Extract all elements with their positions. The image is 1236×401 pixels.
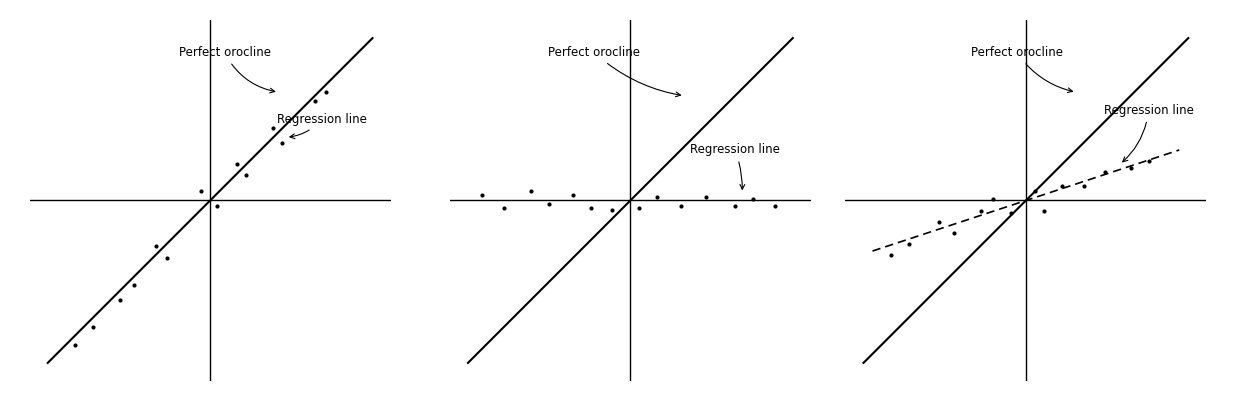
Text: Regression line: Regression line xyxy=(1104,104,1194,162)
Text: Perfect orocline: Perfect orocline xyxy=(970,46,1073,93)
Text: Perfect orocline: Perfect orocline xyxy=(549,46,681,97)
Text: Perfect orocline: Perfect orocline xyxy=(178,46,274,93)
Text: Regression line: Regression line xyxy=(277,113,367,139)
Text: Regression line: Regression line xyxy=(690,144,780,189)
